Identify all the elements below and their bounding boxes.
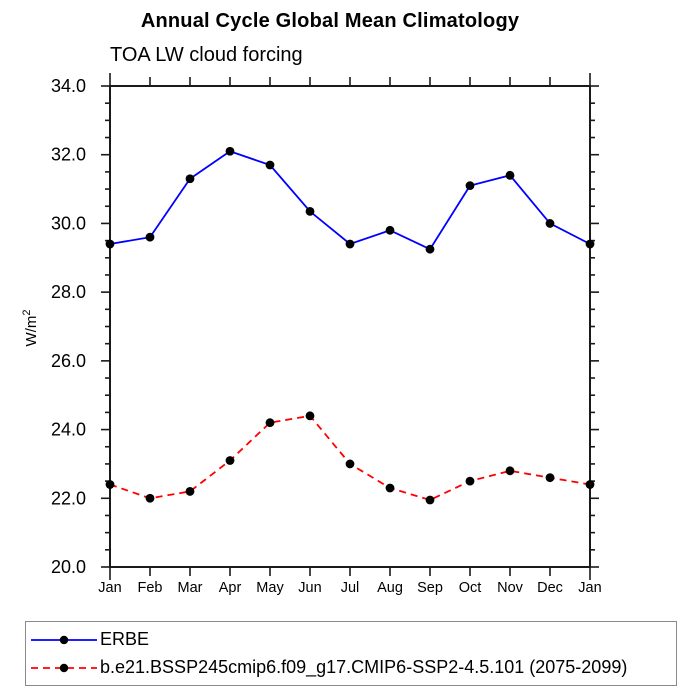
line-chart-plot-area: Jan Feb Mar Apr May Jun Jul Aug Sep Oct Nov Dec Jan 2…	[21, 73, 602, 596]
series-0-marker-Feb-1	[145, 232, 155, 242]
x-tick-label-Feb-1: Feb	[138, 580, 163, 596]
x-tick-label-Oct-9: Oct	[459, 580, 482, 596]
x-tick-label-Sep-8: Sep	[417, 580, 443, 596]
series-1-marker-Feb-1	[145, 493, 155, 503]
series-1-marker-Oct-9	[465, 476, 475, 486]
series-1-marker-Jan-0	[105, 480, 115, 489]
series-0-marker-Jan-0	[105, 239, 115, 249]
y-tick-label-22.0: 22.0	[51, 488, 86, 508]
legend-label-erbe: ERBE	[100, 629, 150, 649]
series-line-1-model	[109, 414, 591, 501]
legend-sample-marker-dot	[59, 663, 69, 672]
x-tick-label-Aug-7: Aug	[377, 580, 403, 596]
series-1-marker-May-4	[265, 418, 275, 428]
x-tick-label-Jun-5: Jun	[298, 580, 321, 596]
y-tick-label-32.0: 32.0	[51, 145, 86, 165]
x-tick-label-May-4: May	[256, 580, 284, 596]
series-1-marker-Nov-10	[505, 466, 515, 476]
series-0-marker-Dec-11	[545, 219, 555, 228]
series-0-marker-Jul-6	[345, 239, 355, 249]
series-1-marker-Aug-7	[385, 483, 395, 493]
x-tick-label-Apr-3: Apr	[219, 580, 242, 596]
y-tick-label-34.0: 34.0	[51, 76, 86, 96]
legend-sample-marker-dot	[59, 635, 69, 644]
chart-title: Annual Cycle Global Mean Climatology	[140, 10, 520, 32]
x-tick-label-Dec-11: Dec	[537, 580, 563, 596]
legend-line-sample-solid-blue	[31, 635, 97, 644]
legend-item-model: b.e21.BSSP245cmip6.f09_g17.CMIP6-SSP2-4.…	[29, 656, 676, 680]
series-0-marker-Mar-2	[185, 174, 195, 184]
y-tick-label-30.0: 30.0	[51, 213, 86, 233]
y-tick-label-24.0: 24.0	[51, 420, 86, 440]
series-0-marker-Oct-9	[465, 181, 475, 191]
series-0-marker-Apr-3	[225, 146, 235, 156]
series-0-marker-Aug-7	[385, 225, 395, 235]
series-1-marker-Mar-2	[185, 487, 195, 496]
series-1-marker-Sep-8	[425, 495, 435, 505]
series-0-marker-May-4	[265, 160, 275, 170]
series-0-marker-Nov-10	[505, 170, 515, 180]
series-0-marker-Jan-12	[585, 239, 595, 249]
y-tick-label-28.0: 28.0	[51, 282, 86, 302]
plot-box-frame	[109, 85, 591, 568]
series-1-marker-Jan-12	[585, 480, 595, 489]
y-tick-label-26.0: 26.0	[51, 351, 86, 371]
chart-subtitle: TOA LW cloud forcing	[110, 44, 303, 66]
series-1-marker-Jul-6	[345, 459, 355, 469]
x-tick-label-Jan-0: Jan	[98, 580, 121, 596]
y-axis-unit-label: W/m2	[21, 310, 40, 347]
series-1-marker-Jun-5	[305, 411, 315, 421]
y-tick-label-20.0: 20.0	[51, 557, 86, 577]
series-0-marker-Sep-8	[425, 244, 435, 254]
series-line-0-erbe	[109, 150, 591, 251]
x-tick-label-Jan-12: Jan	[578, 580, 601, 596]
legend-item-erbe: ERBE	[29, 628, 676, 652]
x-tick-label-Jul-6: Jul	[341, 580, 360, 596]
legend-label-model: b.e21.BSSP245cmip6.f09_g17.CMIP6-SSP2-4.…	[100, 657, 628, 677]
legend-line-sample-dashed-red	[31, 663, 97, 672]
x-tick-label-Mar-2: Mar	[178, 580, 203, 596]
series-0-marker-Jun-5	[305, 207, 315, 216]
series-1-marker-Apr-3	[225, 456, 235, 465]
x-tick-label-Nov-10: Nov	[497, 580, 524, 596]
series-1-marker-Dec-11	[545, 473, 555, 483]
legend-box: ERBE b.e21.BSSP245cmip6.f09_g17.CMIP6-SSP…	[25, 621, 677, 686]
